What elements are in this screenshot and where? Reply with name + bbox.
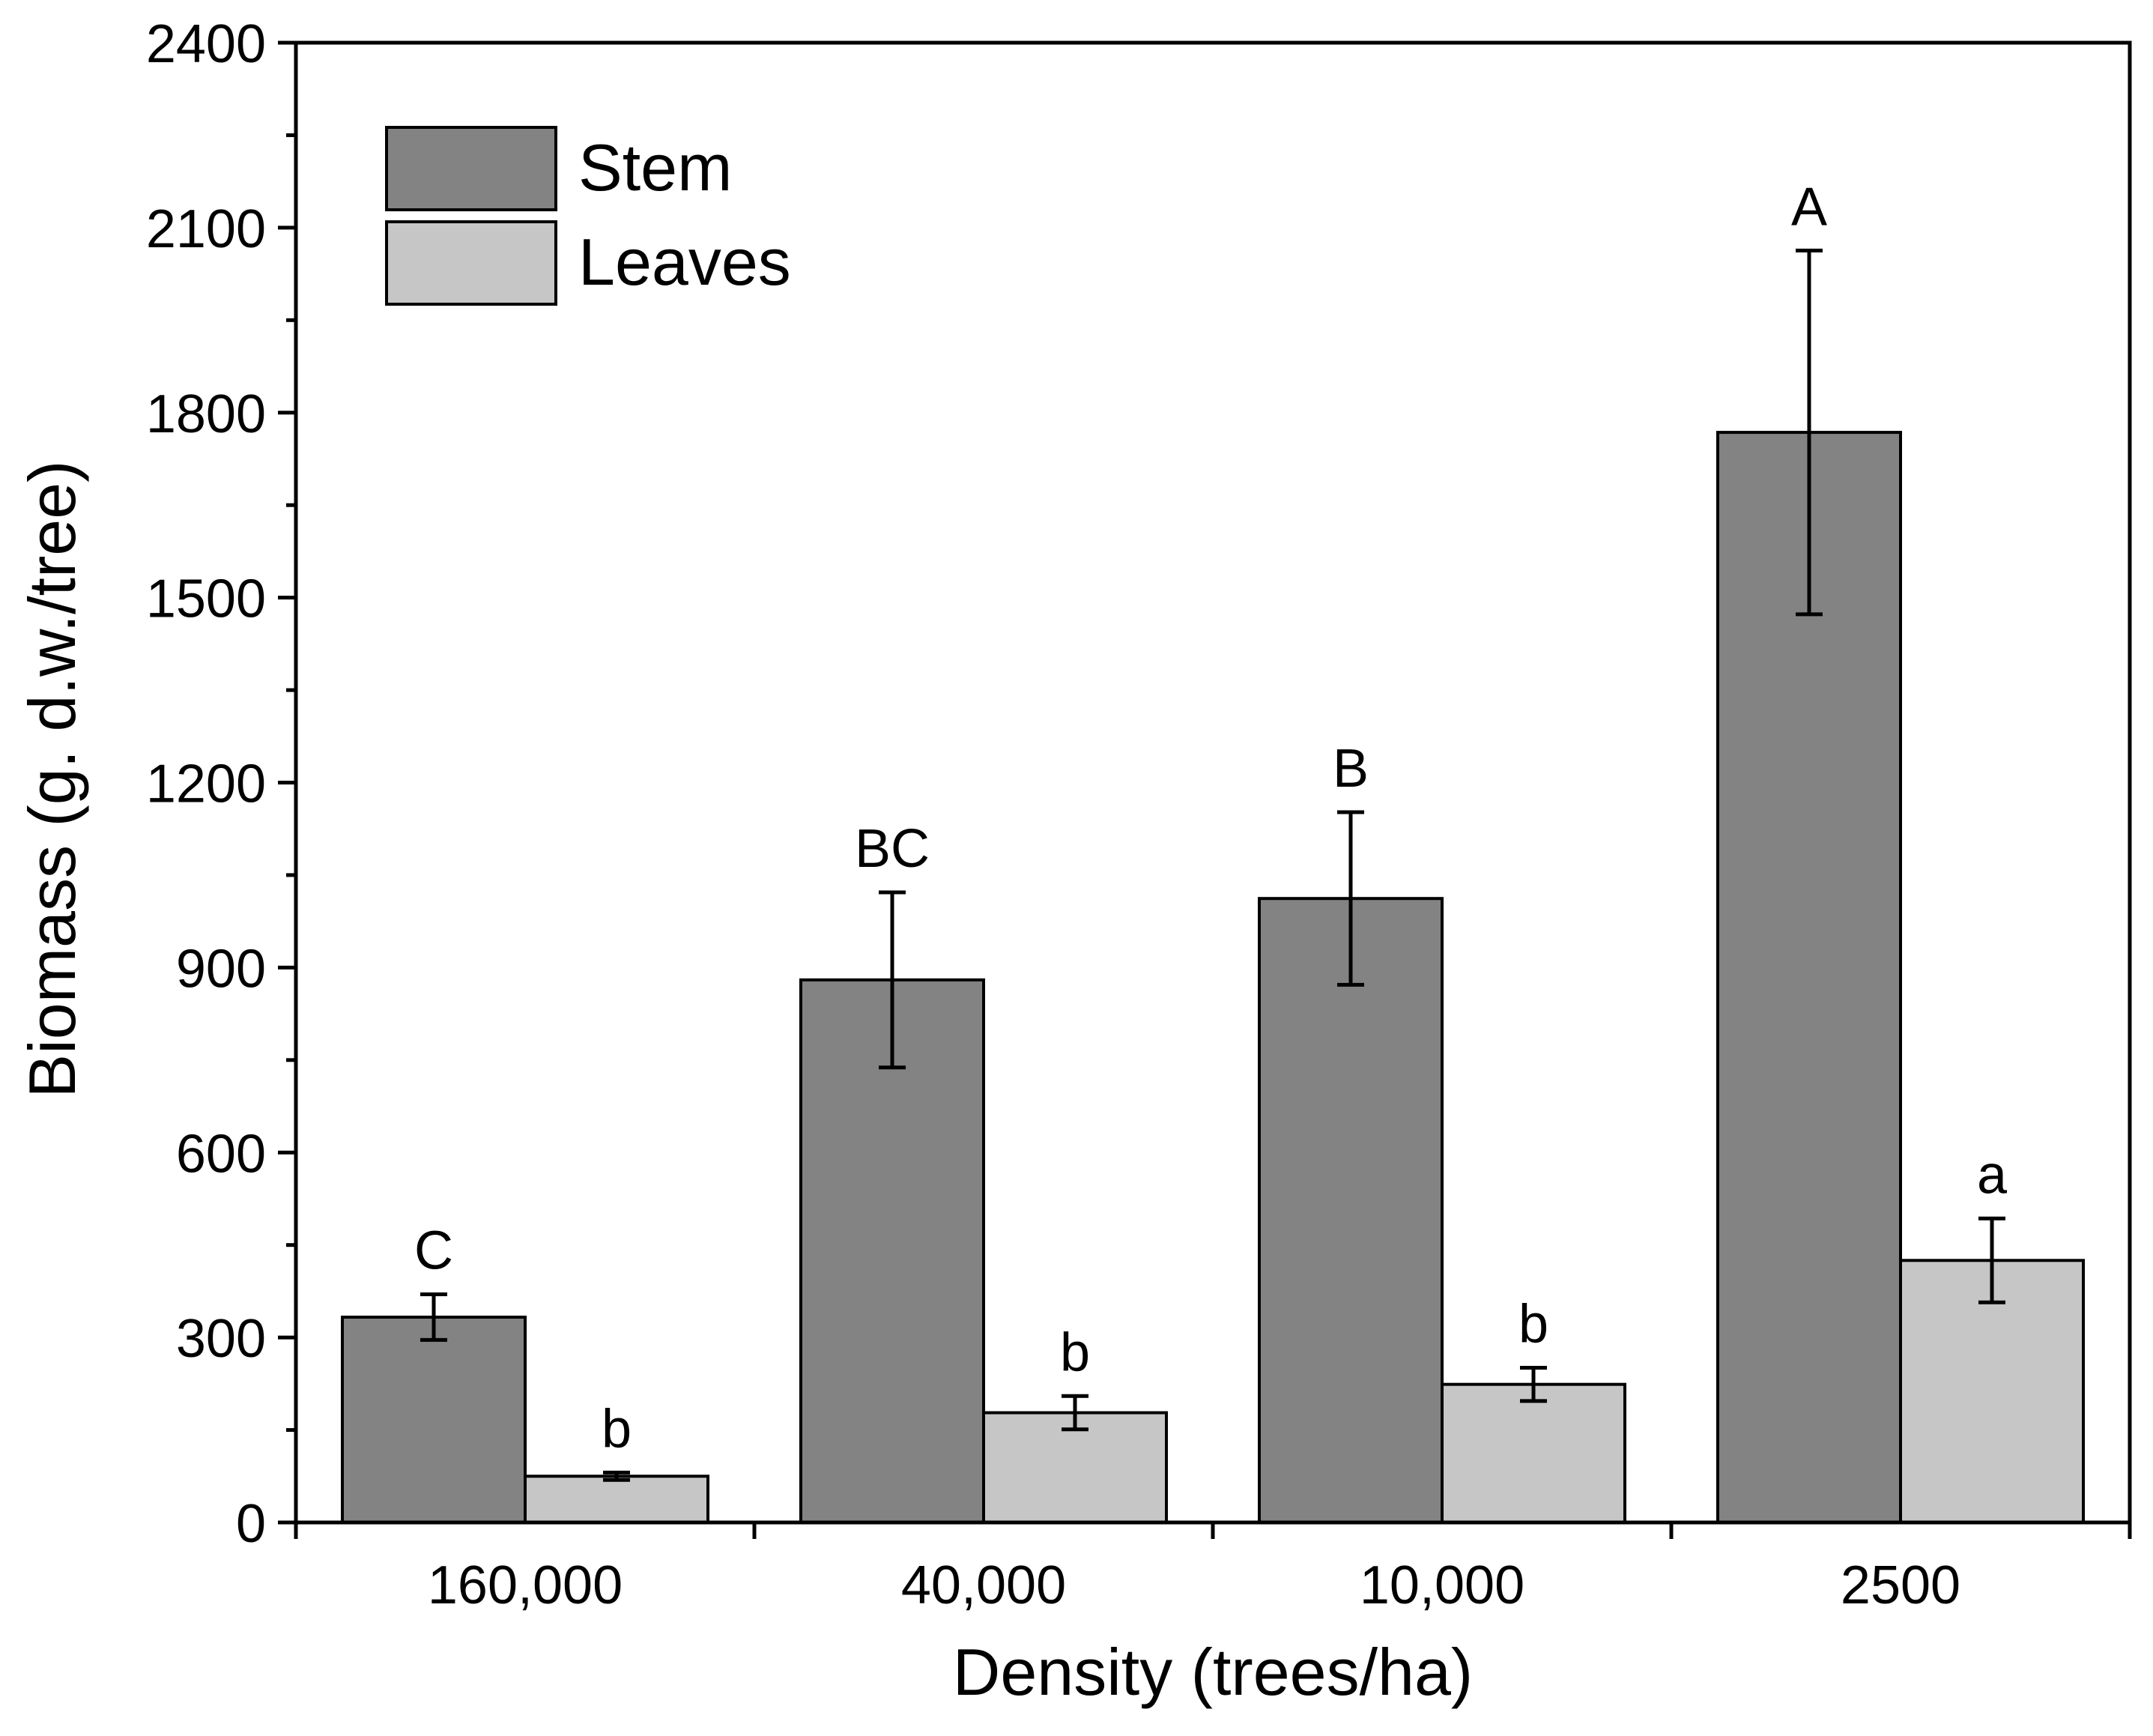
significance-letters-layer: Cb BC b Bb Aa — [414, 177, 2008, 1459]
y-tick-label: 2400 — [146, 14, 266, 74]
y-tick-label: 0 — [236, 1494, 266, 1554]
legend-swatch-leaves — [385, 220, 557, 306]
bar-leaves-3 — [1441, 1382, 1626, 1524]
bar-stem-2 — [799, 978, 985, 1525]
significance-letter-leaves-3: b — [1518, 1294, 1548, 1354]
x-tick-label: 2500 — [1841, 1555, 1960, 1615]
y-axis-title: Biomass (g. d.w./tree) — [15, 461, 89, 1098]
x-tick-label: 160,000 — [428, 1555, 623, 1615]
significance-letter-stem-1: C — [414, 1221, 453, 1281]
y-tick-label: 900 — [176, 939, 266, 999]
x-axis-title: Density (trees/ha) — [953, 1635, 1473, 1709]
legend-label-stem: Stem — [578, 130, 732, 205]
y-tick-label: 600 — [176, 1124, 266, 1184]
legend: Stem Leaves — [385, 126, 791, 306]
y-tick-label: 1200 — [146, 754, 266, 814]
significance-letter-stem-2: BC — [855, 819, 930, 879]
significance-letter-leaves-4: a — [1977, 1145, 2008, 1205]
significance-letter-stem-3: B — [1333, 739, 1369, 799]
significance-letter-stem-4: A — [1791, 177, 1827, 237]
legend-label-leaves: Leaves — [578, 225, 791, 299]
legend-swatch-stem — [385, 126, 557, 211]
significance-letter-leaves-2: b — [1060, 1322, 1090, 1382]
bar-stem-3 — [1258, 897, 1444, 1525]
y-axis: 0 300 600 900 1200 1500 1800 2100 2400 — [146, 14, 296, 1554]
y-tick-label: 1500 — [146, 569, 266, 629]
x-tick-label: 10,000 — [1360, 1555, 1524, 1615]
x-axis: 160,000 40,000 10,000 2500 — [294, 1522, 2132, 1615]
x-tick-label: 40,000 — [901, 1555, 1066, 1615]
error-bars-layer — [420, 248, 2005, 1482]
y-tick-label: 2100 — [146, 199, 266, 259]
bar-stem-1 — [341, 1315, 527, 1524]
bar-leaves-1 — [524, 1475, 709, 1524]
significance-letter-leaves-1: b — [602, 1399, 632, 1459]
y-tick-label: 300 — [176, 1309, 266, 1369]
y-tick-label: 1800 — [146, 384, 266, 444]
